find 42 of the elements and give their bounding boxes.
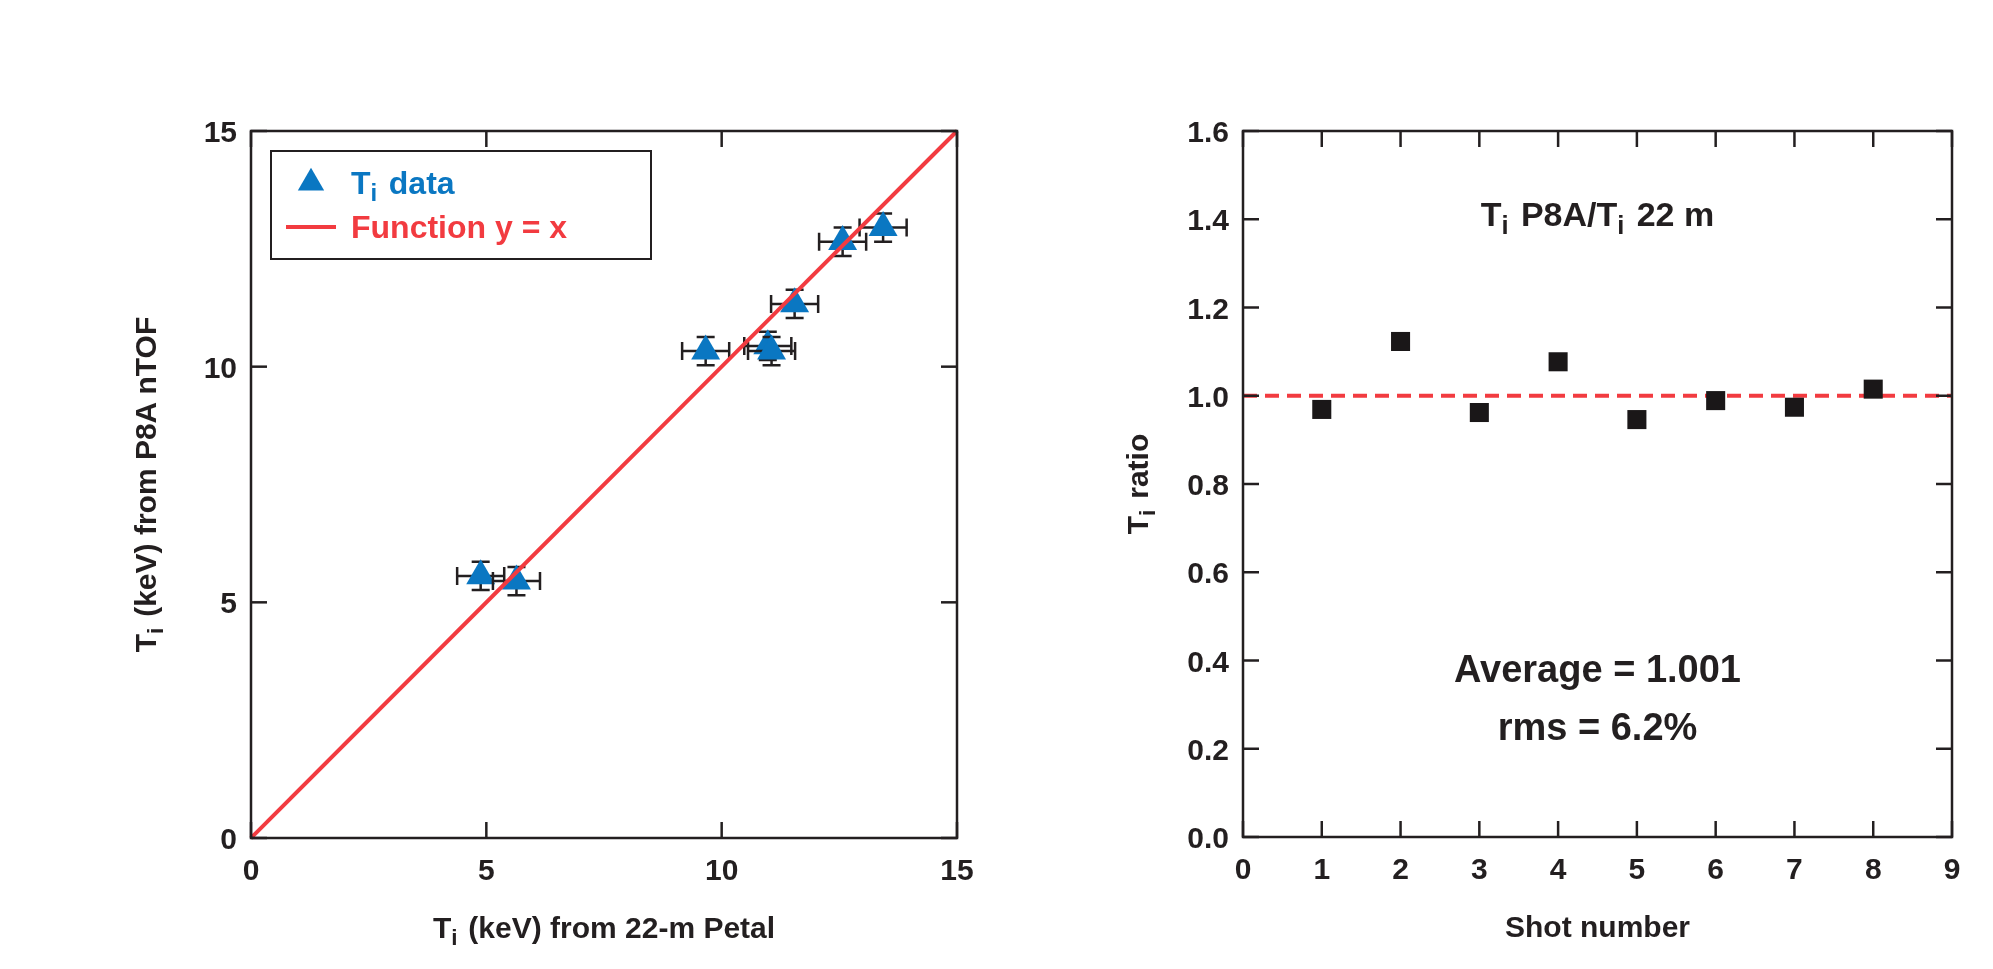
y-tick-label: 1.4 — [1187, 203, 1230, 237]
x-axis-title: T$_{i}$ (keV) from 22-m Petal — [432, 911, 776, 950]
y-tick-label: 0.2 — [1187, 732, 1229, 766]
x-axis-title: Shot number — [1505, 910, 1691, 943]
annotation: Average = 1.001 — [1454, 647, 1741, 690]
annotation: rms = 6.2% — [1497, 705, 1698, 748]
legend-label: T$_{i}$ data — [351, 165, 455, 207]
y-tick-label: 0.6 — [1187, 556, 1229, 590]
y-tick-label: 0.8 — [1187, 468, 1229, 501]
x-tick-label: 0 — [242, 853, 260, 886]
x-tick-label: 6 — [1707, 852, 1725, 885]
y-tick-label: 0.4 — [1187, 644, 1230, 678]
point — [1391, 331, 1411, 351]
y-tick-label: 15 — [203, 115, 237, 148]
legend-label: Function y = x — [351, 209, 568, 245]
x-tick-label: 7 — [1786, 852, 1803, 885]
x-tick-label: 5 — [477, 853, 495, 886]
x-tick-label: 3 — [1470, 852, 1488, 885]
x-tick-label: 2 — [1392, 852, 1409, 885]
x-tick-label: 1 — [1313, 852, 1331, 885]
point — [1312, 399, 1332, 419]
x-tick-label: 0 — [1234, 852, 1252, 885]
y-tick-label: 0.0 — [1187, 821, 1229, 854]
point — [1706, 391, 1726, 411]
x-tick-label: 9 — [1943, 852, 1961, 885]
point — [1627, 410, 1647, 430]
point — [1469, 402, 1489, 423]
y-tick-label: 1.2 — [1187, 291, 1229, 325]
point — [1784, 397, 1804, 417]
y-tick-label: 1.6 — [1187, 115, 1229, 148]
y-tick-label: 1.0 — [1187, 379, 1229, 413]
x-tick-label: 8 — [1864, 852, 1882, 885]
x-tick-label: 10 — [704, 853, 739, 886]
annotation: T$_{i}$ P8A/T$_{i}$ 22 m — [1480, 195, 1715, 240]
y-tick-label: 0 — [220, 822, 237, 855]
point — [1548, 352, 1568, 372]
point — [1863, 379, 1883, 399]
y-tick-label: 5 — [220, 586, 237, 620]
x-tick-label: 4 — [1549, 852, 1567, 885]
x-tick-label: 5 — [1628, 852, 1646, 885]
x-tick-label: 15 — [940, 853, 974, 886]
y-tick-label: 10 — [203, 350, 237, 384]
